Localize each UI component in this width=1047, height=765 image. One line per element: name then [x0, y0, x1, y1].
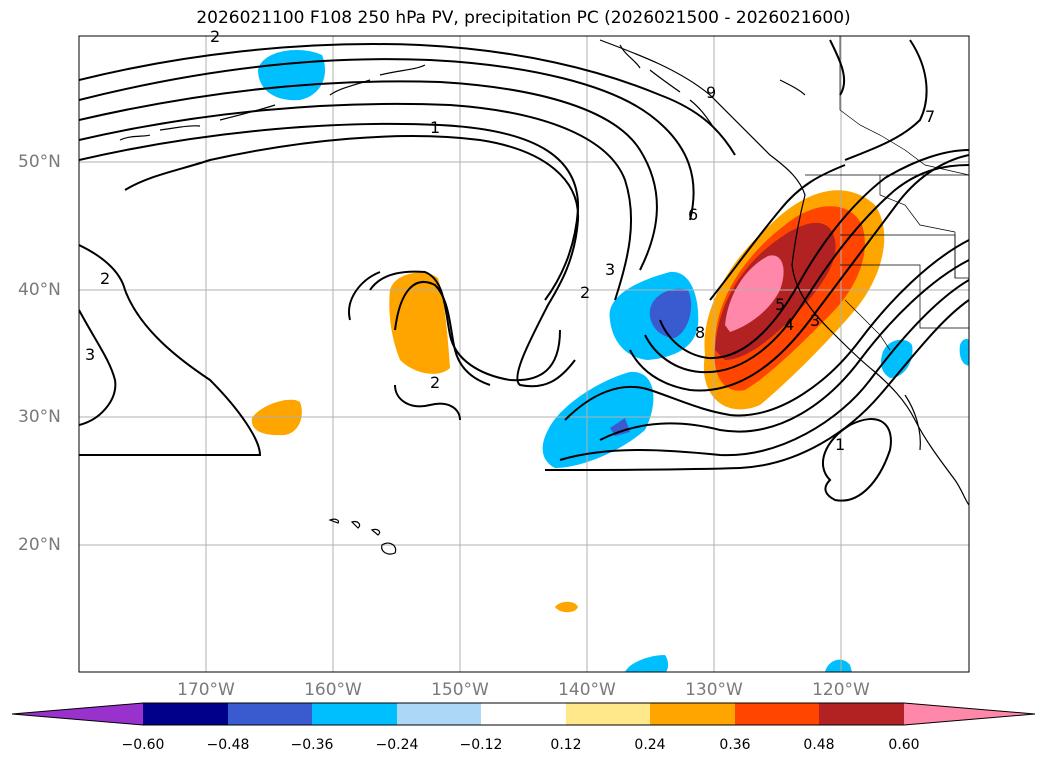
lon-label: 170°W — [177, 680, 235, 700]
contour-label: 6 — [688, 205, 698, 224]
boundaries — [805, 36, 969, 351]
colorbar-segment — [228, 703, 312, 725]
colorbar-segment — [481, 703, 566, 725]
contour-label: 7 — [925, 107, 935, 126]
colorbar-segment — [397, 703, 481, 725]
contour-label: 9 — [706, 83, 716, 102]
coastlines — [119, 39, 969, 555]
lon-label: 160°W — [304, 680, 362, 700]
colorbar-extend-left — [12, 703, 143, 725]
contour-label: 1 — [835, 435, 845, 454]
colorbar-segment — [143, 703, 228, 725]
colorbar-segment — [566, 703, 650, 725]
pv-contours — [79, 39, 969, 502]
figure-title: 2026021100 F108 250 hPa PV, precipitatio… — [196, 8, 851, 28]
lat-label: 30°N — [18, 407, 61, 427]
colorbar-segment — [735, 703, 819, 725]
contour-label: 3 — [605, 260, 615, 279]
colorbar-tick: 0.24 — [634, 737, 666, 753]
colorbar — [11, 702, 1036, 726]
colorbar-extend-right — [904, 703, 1035, 725]
colorbar-segment — [650, 703, 735, 725]
contour-label: 2 — [580, 283, 590, 302]
map-frame — [78, 35, 970, 673]
lat-label: 40°N — [18, 280, 61, 300]
lon-label: 150°W — [431, 680, 489, 700]
colorbar-tick: 0.12 — [550, 737, 582, 753]
contour-label: 3 — [85, 345, 95, 364]
contour-label: 3 — [810, 311, 820, 330]
contour-label: 1 — [430, 118, 440, 137]
colorbar-segment — [312, 703, 397, 725]
contour-label: 5 — [775, 295, 785, 314]
contour-label: 4 — [784, 315, 794, 334]
contour-label: 8 — [695, 323, 705, 342]
colorbar-tick: −0.60 — [121, 737, 165, 753]
contour-label: 2 — [430, 373, 440, 392]
lat-label: 50°N — [18, 152, 61, 172]
colorbar-tick: 0.36 — [719, 737, 751, 753]
colorbar-tick: −0.12 — [459, 737, 503, 753]
contour-label: 2 — [100, 269, 110, 288]
colorbar-segment — [819, 703, 904, 725]
colorbar-tick: 0.48 — [803, 737, 835, 753]
lon-label: 140°W — [558, 680, 616, 700]
colorbar-tick: 0.60 — [888, 737, 920, 753]
colorbar-tick: −0.48 — [206, 737, 250, 753]
precip-shading — [251, 50, 969, 672]
colorbar-tick: −0.36 — [290, 737, 334, 753]
lon-label: 130°W — [685, 680, 743, 700]
lat-label: 20°N — [18, 535, 61, 555]
colorbar-tick: −0.24 — [375, 737, 419, 753]
lon-label: 120°W — [812, 680, 870, 700]
